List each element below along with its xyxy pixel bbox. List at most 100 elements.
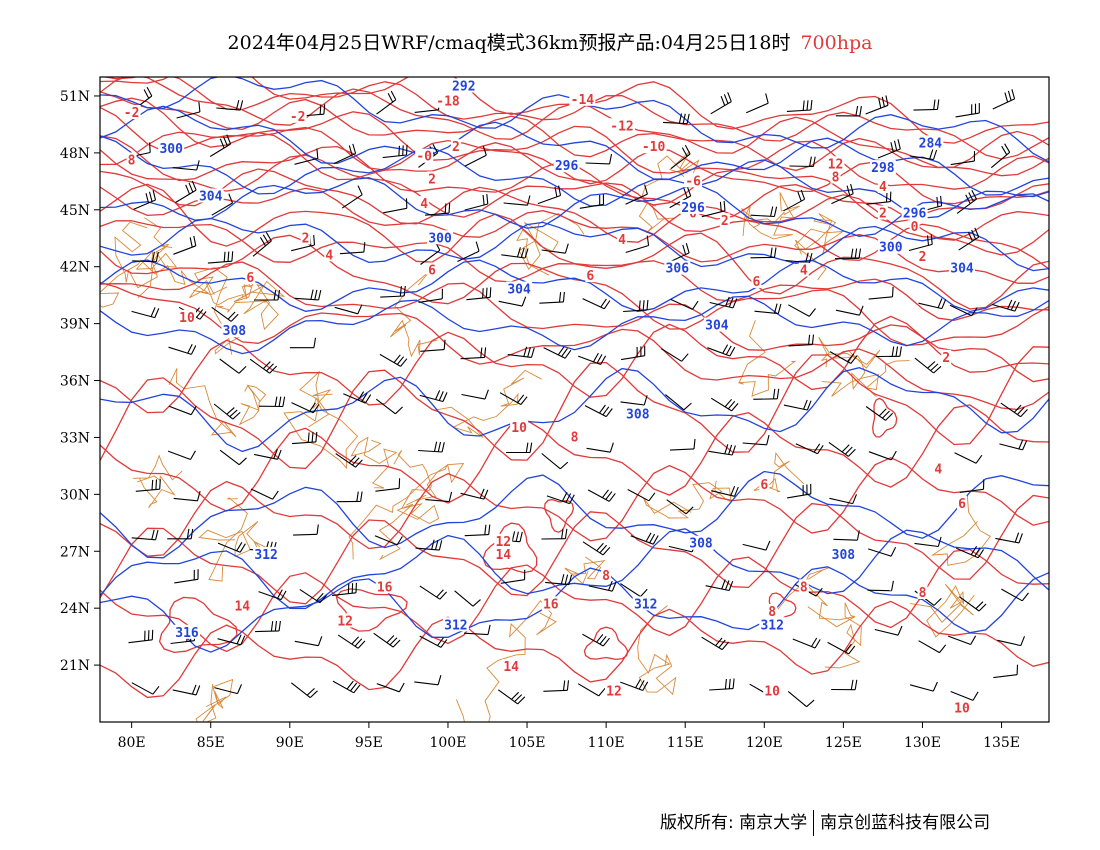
temperature-label-bg — [759, 476, 770, 491]
height-label: 312 — [444, 618, 467, 633]
wind-barb — [868, 286, 894, 300]
wind-barb — [167, 528, 194, 540]
height-label: 308 — [832, 548, 856, 563]
wind-barb — [343, 391, 372, 404]
wind-barb — [753, 388, 780, 400]
wind-barb — [584, 404, 613, 418]
temperature-contour — [100, 404, 1049, 512]
wind-barbs — [126, 86, 1029, 708]
temperature-label-bg — [830, 169, 841, 184]
wind-barb — [913, 99, 940, 111]
wind-barb — [374, 535, 403, 546]
temperature-label-bg — [122, 105, 141, 119]
wind-barb — [585, 153, 613, 165]
wind-barb — [375, 398, 403, 415]
wind-barb — [545, 574, 573, 586]
temperature-label: 12 — [337, 615, 353, 630]
wind-barb — [373, 632, 401, 648]
height-label: 304 — [199, 190, 223, 205]
wind-barb — [506, 442, 533, 454]
height-contour — [100, 528, 1049, 610]
wind-barb — [993, 664, 1019, 679]
height-label-bg — [253, 547, 280, 562]
temperature-label-bg — [719, 213, 730, 228]
wind-barb — [950, 151, 976, 166]
lat-tick-label: 33N — [60, 430, 90, 446]
wind-barb — [255, 620, 281, 633]
lon-tick-label: 135E — [983, 735, 1020, 751]
wind-barb — [168, 405, 197, 416]
wind-barb — [868, 546, 897, 557]
wind-barb — [783, 189, 806, 212]
wind-barb — [252, 232, 272, 257]
wind-barb — [995, 532, 1023, 544]
wind-barb — [785, 252, 813, 264]
border-line — [741, 192, 801, 240]
temperature-label-bg — [957, 495, 967, 510]
lon-tick-label: 105E — [509, 735, 546, 751]
temperature-label: -10 — [642, 140, 666, 155]
temperature-label: 8 — [571, 430, 579, 445]
height-contour — [100, 77, 1049, 163]
temperature-label: -6 — [685, 174, 701, 189]
wind-barb — [587, 489, 616, 502]
temperature-contour — [100, 600, 1049, 699]
wind-barb — [705, 579, 734, 592]
temperature-contour — [158, 596, 238, 654]
wind-barb — [834, 248, 862, 260]
wind-barb — [623, 299, 649, 313]
wind-barb — [621, 345, 646, 361]
wind-barb — [507, 346, 535, 358]
wind-barb — [789, 156, 816, 168]
plot-frame — [99, 76, 1050, 723]
wind-barb — [867, 580, 894, 592]
wind-barb — [464, 194, 489, 211]
wind-barb — [661, 348, 689, 362]
wind-barb — [537, 185, 562, 205]
border-line — [195, 678, 234, 722]
height-label: 292 — [452, 80, 475, 95]
copyright-text: 版权所有: 南京大学 — [660, 813, 808, 833]
height-label-bg — [869, 160, 896, 175]
wind-barb — [173, 235, 197, 255]
wind-barb — [209, 134, 232, 157]
border-line — [455, 600, 557, 722]
height-label-bg — [427, 230, 454, 245]
wind-barb — [990, 143, 1011, 169]
wind-barb — [541, 453, 569, 470]
wind-barb — [586, 442, 614, 453]
wind-barb — [750, 247, 777, 259]
border-line — [168, 368, 237, 438]
temperature-label: 10 — [179, 311, 195, 326]
temperature-label: 10 — [954, 702, 970, 717]
wind-barb — [172, 160, 200, 171]
wind-barb — [499, 392, 528, 405]
height-label-bg — [664, 260, 691, 275]
height-label: 300 — [428, 231, 452, 246]
temperature-label: 12 — [495, 535, 511, 550]
wind-barb — [711, 485, 739, 497]
wind-barb — [710, 397, 739, 412]
height-contour — [100, 259, 1049, 313]
temperature-label-bg — [427, 171, 438, 186]
temperature-contour — [100, 220, 1049, 321]
wind-barb — [173, 490, 201, 502]
wind-barb — [131, 529, 159, 541]
wind-barb — [670, 145, 691, 170]
wind-barb — [831, 679, 858, 691]
wind-barb — [380, 285, 406, 298]
lat-tick-label: 30N — [60, 487, 90, 503]
wind-barb — [175, 180, 197, 203]
temperature-label: 16 — [377, 580, 393, 595]
wind-barb — [383, 198, 408, 214]
lon-tick-label: 85E — [197, 735, 225, 751]
temperature-label: 4 — [879, 180, 887, 195]
wind-barb — [291, 431, 318, 445]
wind-barb — [254, 290, 281, 301]
temperature-label-bg — [419, 196, 430, 211]
wind-barb — [914, 357, 942, 374]
wind-barb — [419, 585, 448, 600]
wind-barb — [498, 296, 527, 307]
temperature-label-bg — [375, 579, 394, 594]
